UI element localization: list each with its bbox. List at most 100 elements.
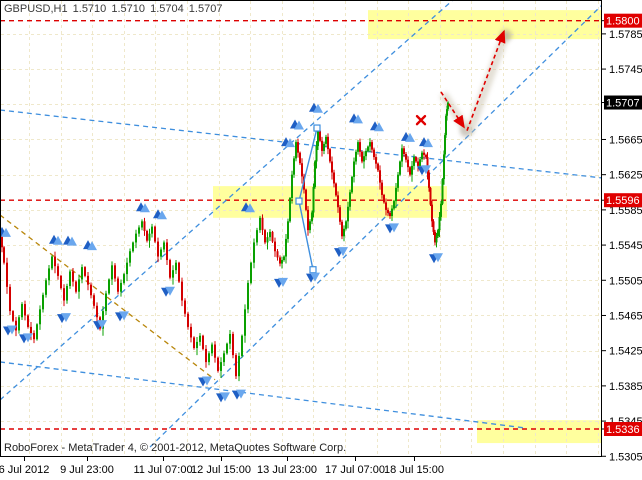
trendline-support-shallow-lower[interactable]	[0, 361, 526, 429]
trendline-gold-descending[interactable]	[0, 214, 216, 381]
fractal-up-icon	[49, 234, 63, 245]
candle-up	[311, 212, 313, 222]
candle-down	[193, 337, 195, 349]
fractal-up-front	[1, 227, 11, 237]
candle-down	[30, 326, 32, 334]
candle-up	[369, 142, 371, 147]
candle-up	[108, 279, 110, 294]
price-badge-1.5336: 1.5336	[602, 422, 642, 436]
candle-down	[385, 202, 387, 210]
candle-down	[187, 313, 189, 327]
candle-up	[309, 221, 311, 231]
candle-down	[202, 335, 204, 349]
price-tick-label: 1.5745	[609, 64, 642, 76]
fractal-up-front	[313, 103, 323, 113]
trendline-ascending-channel-upper[interactable]	[0, 0, 453, 400]
fractal-up-icon	[83, 240, 97, 251]
target-zone-upper[interactable]	[368, 10, 602, 40]
zigzag-handle[interactable]	[309, 266, 317, 274]
candle-down	[407, 159, 409, 168]
trendline-resistance-shallow-upper[interactable]	[0, 109, 602, 179]
target-zone-lower[interactable]	[477, 420, 602, 444]
fractal-down-front	[220, 392, 230, 402]
candle-up	[289, 198, 291, 222]
candle-up	[253, 242, 255, 263]
price-tick-label: 1.5625	[609, 170, 642, 182]
candle-up	[105, 293, 107, 312]
fractal-up-icon	[1, 226, 11, 237]
price-badge-bg	[604, 193, 642, 208]
time-tick-label: 9 Jul 23:00	[60, 464, 114, 476]
fractal-up-front	[157, 210, 167, 220]
price-badge-value: 1.5596	[606, 195, 640, 207]
candle-up	[357, 142, 359, 152]
candle-down	[434, 231, 436, 243]
candle-down	[409, 167, 411, 175]
fractal-up-icon	[136, 202, 150, 213]
candle-up	[395, 187, 397, 202]
fractal-down-icon	[216, 392, 230, 403]
trendline-ascending-channel-lower[interactable]	[149, 5, 602, 448]
price-tick-label: 1.5785	[609, 29, 642, 41]
fractal-down-icon	[274, 277, 288, 288]
candle-down	[417, 161, 419, 166]
fractal-down-icon	[161, 286, 175, 297]
low-value: 1.5704	[150, 3, 184, 15]
forecast-dip-arrow[interactable]	[440, 91, 465, 129]
candle-up	[393, 201, 395, 209]
candle-up	[446, 109, 448, 116]
zigzag-handle[interactable]	[295, 197, 303, 205]
forecast-rally-arrow[interactable]	[466, 29, 506, 131]
copyright-text: RoboForex - MetaTrader 4, © 2001-2012, M…	[4, 442, 347, 454]
candle-up	[66, 286, 68, 301]
candle-down	[403, 148, 405, 154]
candle-down	[429, 187, 432, 205]
candle-up	[363, 156, 365, 162]
candle-up	[148, 233, 151, 241]
price-badge-bg	[604, 95, 642, 110]
fractal-up-front	[353, 114, 363, 124]
candle-down	[331, 161, 333, 173]
time-tick-label: 6 Jul 2012	[0, 464, 49, 476]
price-badge-bg	[604, 13, 642, 28]
fractal-down-front	[202, 376, 212, 386]
candle-down	[24, 304, 26, 316]
candle-down	[423, 152, 425, 155]
candle-up	[291, 174, 293, 198]
candle-up	[345, 221, 347, 229]
x-marker-icon[interactable]	[415, 114, 427, 126]
candle-up	[81, 267, 83, 280]
candle-up	[355, 151, 357, 162]
candle-down	[205, 348, 207, 363]
candle-up	[293, 158, 295, 175]
fractal-down-front	[421, 165, 431, 175]
candle-down	[319, 130, 321, 141]
sr-zone-middle[interactable]	[213, 186, 447, 218]
candle-up	[285, 238, 287, 257]
candle-up	[141, 221, 143, 228]
candle-up	[199, 335, 201, 342]
candle-up	[229, 333, 231, 344]
candle-down	[72, 271, 74, 282]
fractal-down-icon	[57, 313, 71, 324]
candle-up	[244, 309, 246, 336]
candle-down	[63, 288, 65, 301]
time-tick-label: 11 Jul 07:00	[133, 464, 192, 476]
candle-up	[443, 154, 445, 180]
price-tick-label: 1.5385	[609, 381, 642, 393]
candle-down	[214, 344, 216, 358]
candle-down	[184, 300, 186, 314]
zigzag-handle[interactable]	[313, 124, 321, 132]
candle-up	[367, 146, 369, 151]
candle-down	[178, 262, 180, 282]
candle-up	[160, 249, 162, 257]
candle-down	[375, 157, 377, 164]
candle-up	[208, 353, 210, 363]
price-axis[interactable]: 1.5785 1.5745 1.5665 1.5625 1.5585 1.5545 1.55…	[602, 13, 642, 464]
fractal-up-icon	[370, 121, 384, 132]
candle-down	[279, 257, 281, 264]
candle-up	[419, 159, 421, 166]
